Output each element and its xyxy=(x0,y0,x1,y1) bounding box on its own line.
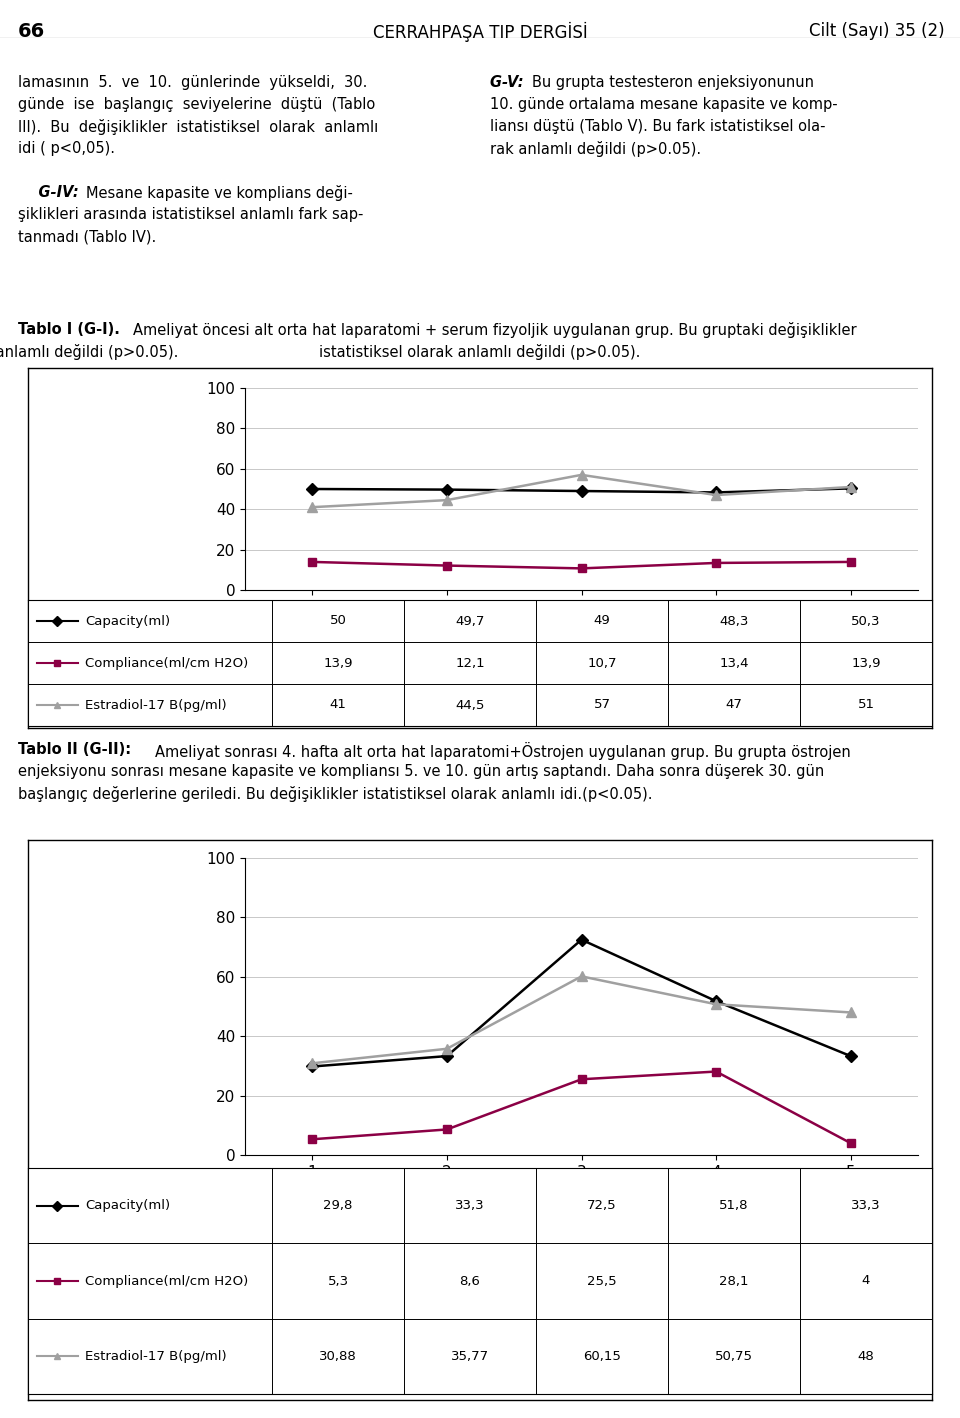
Text: 57: 57 xyxy=(593,699,611,712)
Text: enjeksiyonu sonrası mesane kapasite ve kompliansı 5. ve 10. gün artış saptandı. : enjeksiyonu sonrası mesane kapasite ve k… xyxy=(18,764,825,778)
Text: Bu grupta testesteron enjeksiyonunun: Bu grupta testesteron enjeksiyonunun xyxy=(532,75,814,89)
Text: Cilt (Sayı) 35 (2): Cilt (Sayı) 35 (2) xyxy=(809,23,945,40)
Text: 29,8: 29,8 xyxy=(324,1200,352,1212)
Text: 48,3: 48,3 xyxy=(719,614,749,628)
Text: 66: 66 xyxy=(18,23,45,41)
Text: başlangıç değerlerine geriledi. Bu değişiklikler istatistiksel olarak anlamlı id: başlangıç değerlerine geriledi. Bu değiş… xyxy=(18,786,653,803)
Text: Estradiol-17 B(pg/ml): Estradiol-17 B(pg/ml) xyxy=(84,1350,227,1363)
Text: 72,5: 72,5 xyxy=(588,1200,617,1212)
Text: Compliance(ml/cm H2O): Compliance(ml/cm H2O) xyxy=(84,657,249,669)
Text: Estradiol-17 B(pg/ml): Estradiol-17 B(pg/ml) xyxy=(84,699,227,712)
Text: 60,15: 60,15 xyxy=(583,1350,621,1363)
Text: 44,5: 44,5 xyxy=(455,699,485,712)
Text: 4: 4 xyxy=(862,1275,870,1288)
Text: Capacity(ml): Capacity(ml) xyxy=(84,1200,170,1212)
Text: G-V:: G-V: xyxy=(490,75,529,89)
Text: 35,77: 35,77 xyxy=(451,1350,489,1363)
Text: 28,1: 28,1 xyxy=(719,1275,749,1288)
Text: 50,3: 50,3 xyxy=(852,614,880,628)
Text: III).  Bu  değişiklikler  istatistiksel  olarak  anlamlı: III). Bu değişiklikler istatistiksel ola… xyxy=(18,119,378,135)
Text: 13,9: 13,9 xyxy=(324,657,353,669)
Text: 50,75: 50,75 xyxy=(715,1350,753,1363)
Text: 30,88: 30,88 xyxy=(319,1350,357,1363)
Text: Compliance(ml/cm H2O): Compliance(ml/cm H2O) xyxy=(84,1275,249,1288)
Text: Tablo II (G-II):: Tablo II (G-II): xyxy=(18,742,132,757)
Text: 13,4: 13,4 xyxy=(719,657,749,669)
Text: Tablo I (G-I).: Tablo I (G-I). xyxy=(18,322,120,337)
Text: 49: 49 xyxy=(593,614,611,628)
Text: liansı düştü (Tablo V). Bu fark istatistiksel ola-: liansı düştü (Tablo V). Bu fark istatist… xyxy=(490,119,826,133)
Text: istatistiksel olarak anlamlı değildi (p>0.05).: istatistiksel olarak anlamlı değildi (p>… xyxy=(0,345,179,360)
Text: 8,6: 8,6 xyxy=(460,1275,481,1288)
Text: 13,9: 13,9 xyxy=(852,657,880,669)
Text: 10. günde ortalama mesane kapasite ve komp-: 10. günde ortalama mesane kapasite ve ko… xyxy=(490,96,838,112)
Text: Ameliyat sonrası 4. hafta alt orta hat laparatomi+Östrojen uygulanan grup. Bu gr: Ameliyat sonrası 4. hafta alt orta hat l… xyxy=(155,742,851,760)
Text: 51,8: 51,8 xyxy=(719,1200,749,1212)
Text: 10,7: 10,7 xyxy=(588,657,616,669)
Text: G-IV:: G-IV: xyxy=(18,184,84,200)
Text: Capacity(ml): Capacity(ml) xyxy=(84,614,170,628)
Text: günde  ise  başlangıç  seviyelerine  düştü  (Tablo: günde ise başlangıç seviyelerine düştü (… xyxy=(18,96,375,112)
Text: şiklikleri arasında istatistiksel anlamlı fark sap-: şiklikleri arasında istatistiksel anlaml… xyxy=(18,207,364,223)
Text: 41: 41 xyxy=(329,699,347,712)
Text: istatistiksel olarak anlamlı değildi (p>0.05).: istatistiksel olarak anlamlı değildi (p>… xyxy=(320,345,640,360)
Text: 47: 47 xyxy=(726,699,742,712)
Text: 33,3: 33,3 xyxy=(852,1200,881,1212)
Text: rak anlamlı değildi (p>0.05).: rak anlamlı değildi (p>0.05). xyxy=(490,140,701,157)
Text: 33,3: 33,3 xyxy=(455,1200,485,1212)
Text: lamasının  5.  ve  10.  günlerinde  yükseldi,  30.: lamasının 5. ve 10. günlerinde yükseldi,… xyxy=(18,75,368,89)
Text: 50: 50 xyxy=(329,614,347,628)
Text: 12,1: 12,1 xyxy=(455,657,485,669)
Text: tanmadı (Tablo IV).: tanmadı (Tablo IV). xyxy=(18,228,156,244)
Text: 49,7: 49,7 xyxy=(455,614,485,628)
Text: 48: 48 xyxy=(857,1350,875,1363)
Text: Mesane kapasite ve komplians deği-: Mesane kapasite ve komplians deği- xyxy=(86,184,353,201)
Text: 51: 51 xyxy=(857,699,875,712)
Text: CERRAHPAŞA TIP DERGİSİ: CERRAHPAŞA TIP DERGİSİ xyxy=(372,23,588,43)
Text: 25,5: 25,5 xyxy=(588,1275,617,1288)
Text: idi ( p<0,05).: idi ( p<0,05). xyxy=(18,140,115,156)
Text: Ameliyat öncesi alt orta hat laparatomi + serum fizyoljik uygulanan grup. Bu gru: Ameliyat öncesi alt orta hat laparatomi … xyxy=(133,322,856,337)
Text: 5,3: 5,3 xyxy=(327,1275,348,1288)
